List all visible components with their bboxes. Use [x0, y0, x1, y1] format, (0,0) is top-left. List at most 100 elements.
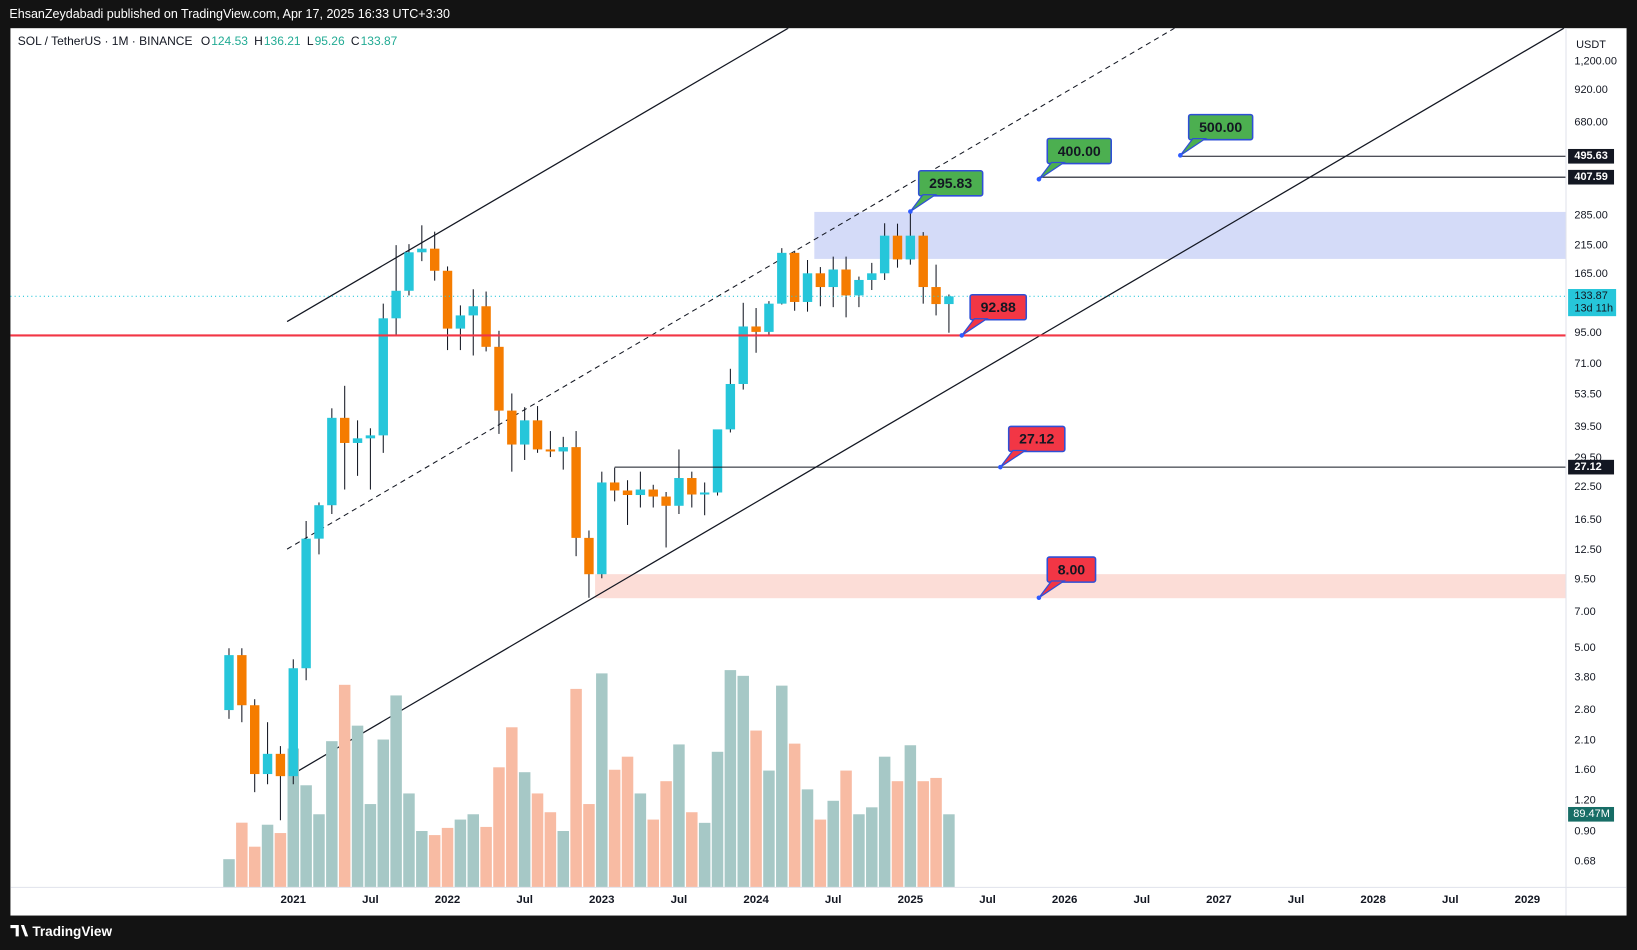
x-tick-label: 2022: [435, 894, 461, 906]
y-tick-label: 53.50: [1574, 388, 1601, 400]
annotation-pointer: [1038, 580, 1067, 599]
annotation-anchor: [908, 209, 913, 214]
volume-bar: [480, 826, 492, 888]
volume-bar: [801, 789, 814, 888]
annotation-box: [1046, 556, 1097, 583]
candle-body: [815, 273, 826, 288]
annotation-box: [1007, 425, 1066, 453]
logo-icon: [10, 924, 29, 937]
volume-bar: [878, 756, 891, 888]
annotation-label: 27.12: [1019, 431, 1054, 447]
candle-body: [648, 489, 658, 497]
volume-bar: [570, 688, 582, 888]
volume-bar: [943, 814, 955, 888]
candle-body: [224, 655, 234, 711]
volume-bar: [840, 770, 852, 888]
y-tick-label: 5.00: [1574, 642, 1595, 654]
annotation-pointer: [909, 194, 938, 213]
volume-bar: [364, 804, 377, 888]
candle-body: [751, 326, 761, 332]
candle-body: [481, 306, 491, 347]
volume-bar: [686, 812, 698, 888]
candle-body: [545, 449, 556, 452]
y-tick-label: 9.50: [1574, 573, 1595, 585]
volume-bar: [891, 781, 904, 888]
ohlc-key: O: [201, 34, 210, 48]
y-tick-label: 0.90: [1574, 825, 1595, 837]
y-tick-label: 39.50: [1574, 421, 1601, 433]
candle-body: [327, 417, 337, 506]
volume-bar: [454, 819, 467, 888]
annotation-pointer: [1179, 138, 1208, 156]
y-tick-label: 1,200.00: [1574, 56, 1617, 68]
candle-body: [828, 269, 838, 288]
y-tick-label: 29.50: [1574, 452, 1601, 464]
annotation: 400.00: [1036, 137, 1112, 182]
candle-body: [571, 447, 581, 538]
y-tick-label: 71.00: [1574, 358, 1601, 370]
volume-tag-label: 89.47M: [1573, 808, 1610, 820]
x-tick-label: Jul: [516, 894, 533, 906]
candle-body: [237, 655, 247, 706]
symbol: SOL / TetherUS · 1M · BINANCE: [18, 34, 193, 48]
chart-area: [10, 28, 1627, 916]
volume-bar: [724, 670, 737, 888]
y-tick-label: 3.80: [1574, 671, 1595, 683]
candle-body: [738, 326, 748, 384]
y-tick-label: 920.00: [1574, 84, 1608, 96]
volume-bar: [416, 831, 428, 888]
x-tick-label: 2027: [1206, 894, 1232, 906]
last-price-tag: [1568, 289, 1617, 317]
candle-body: [635, 489, 646, 496]
annotation: 500.00: [1178, 113, 1254, 158]
last-price-label: 133.87: [1574, 290, 1608, 302]
volume-bar: [673, 744, 685, 888]
ohlc-key: L: [307, 34, 314, 48]
volume-bar: [737, 675, 749, 888]
volume-bar: [236, 822, 248, 888]
volume-bar: [853, 814, 865, 888]
ohlc-value: 124.53: [211, 34, 248, 48]
candle-body: [944, 296, 954, 305]
annotation: 295.83: [908, 169, 984, 214]
x-tick-label: Jul: [1442, 894, 1459, 906]
volume-bar: [930, 777, 942, 888]
x-tick-label: 2028: [1360, 894, 1386, 906]
annotation: 92.88: [959, 293, 1028, 338]
price-tag-label: 27.12: [1574, 461, 1601, 473]
y-tick-label: 285.00: [1574, 209, 1608, 221]
volume-bar: [377, 739, 390, 888]
x-tick-label: 2026: [1052, 894, 1078, 906]
volume-bar: [390, 695, 402, 888]
volume-bar: [917, 781, 929, 888]
y-tick-label: 215.00: [1574, 240, 1608, 252]
volume-tag: [1568, 806, 1615, 822]
volume-bar: [274, 833, 287, 888]
y-tick-label: 22.50: [1574, 481, 1601, 493]
y-tick-label: 95.00: [1574, 327, 1601, 339]
candle-body: [314, 505, 324, 539]
candle-body: [584, 537, 594, 575]
channel-bottom: [295, 28, 1565, 774]
x-tick-label: Jul: [825, 894, 842, 906]
candle-body: [352, 438, 363, 443]
volume-bar: [621, 756, 634, 888]
annotation-anchor: [998, 464, 1003, 470]
volume-bar: [261, 824, 274, 888]
annotation-pointer: [999, 449, 1028, 468]
currency: USDT: [1576, 39, 1606, 51]
candle-body: [468, 306, 478, 316]
price-tag-label: 495.63: [1574, 150, 1608, 162]
candle-body: [494, 346, 504, 411]
annotation-pointer: [961, 318, 989, 336]
resistance-zone: [814, 211, 1567, 259]
annotation-label: 500.00: [1199, 119, 1242, 135]
brand: TradingView: [32, 924, 112, 939]
candle-body: [712, 429, 723, 493]
candle-body: [455, 315, 466, 329]
volume-bar: [698, 822, 711, 888]
y-tick-label: 165.00: [1574, 268, 1608, 280]
